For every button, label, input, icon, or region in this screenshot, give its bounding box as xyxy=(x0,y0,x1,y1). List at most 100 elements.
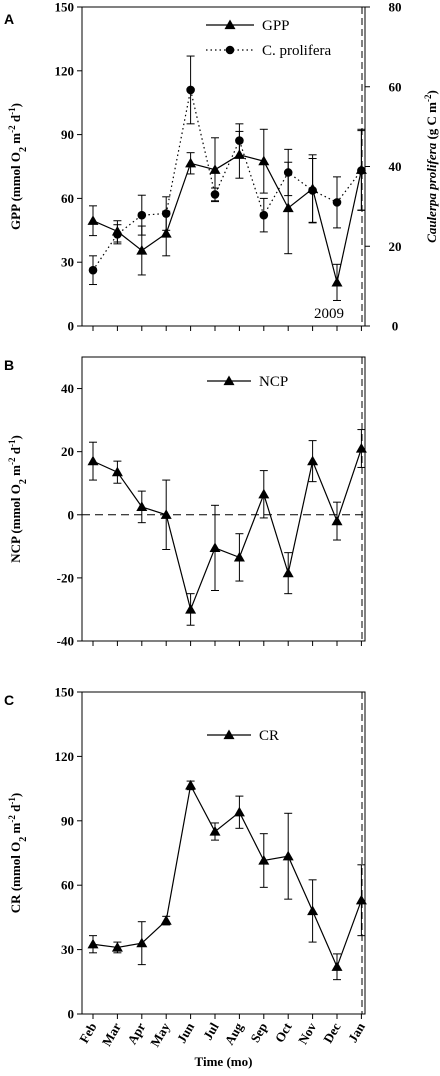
ylabel-unit: d xyxy=(8,114,23,125)
y-tick-label: 120 xyxy=(55,63,75,78)
y2-tick-label: 40 xyxy=(389,159,402,174)
data-point xyxy=(137,210,147,220)
ylabel-superscript: -2 xyxy=(7,125,17,133)
series-line xyxy=(92,448,362,612)
data-point xyxy=(282,202,294,213)
data-point xyxy=(113,229,122,239)
data-point xyxy=(136,501,148,512)
legend-marker xyxy=(223,729,235,740)
data-point xyxy=(87,938,99,949)
data-point xyxy=(332,198,342,207)
data-point xyxy=(355,443,367,453)
data-point xyxy=(209,826,221,836)
data-point xyxy=(233,551,245,562)
data-point xyxy=(88,265,98,275)
data-point xyxy=(87,455,99,466)
series-cr xyxy=(87,779,367,981)
ylabel-superscript: -2 xyxy=(7,457,17,465)
data-point xyxy=(185,779,197,790)
legend-label: CR xyxy=(259,728,279,744)
ylabel-unit: d xyxy=(8,446,23,457)
legend-label: C. prolifera xyxy=(262,43,331,59)
data-point xyxy=(258,155,270,166)
y-tick-label: -20 xyxy=(57,570,74,585)
x-axis xyxy=(92,641,362,646)
y2-tick-label: 20 xyxy=(389,239,402,254)
y-tick-label: 150 xyxy=(55,685,75,700)
data-point xyxy=(308,186,317,195)
ylabel-superscript: -1 xyxy=(7,797,17,805)
y2-label-superscript: -2 xyxy=(423,94,433,102)
y-tick-label: 90 xyxy=(61,813,74,828)
data-point xyxy=(160,915,172,925)
x-tick-label: Jul xyxy=(200,1020,222,1043)
legend-item: C. prolifera xyxy=(206,43,331,59)
y-axis-left: 0 30 60 90 120 150 xyxy=(55,685,82,1022)
y-axis-right: 0 20 40 60 80 Caulerpa prolifera (g C m-2) xyxy=(365,0,439,334)
ylabel-base: GPP (mmol O xyxy=(8,152,23,230)
y-tick-label: 90 xyxy=(61,127,74,142)
data-point xyxy=(307,905,319,916)
data-point xyxy=(111,466,123,477)
y-tick-label: 0 xyxy=(68,319,75,334)
x-tick-label: Feb xyxy=(76,1020,99,1046)
ylabel-base: CR (mmol O xyxy=(8,842,23,914)
y-tick-label: 0 xyxy=(68,507,75,522)
y-tick-label: 30 xyxy=(61,255,74,270)
data-point xyxy=(136,937,148,948)
ylabel-unit: m xyxy=(8,133,23,147)
data-point xyxy=(307,455,319,466)
y2-tick-label: 80 xyxy=(389,0,402,15)
data-point xyxy=(331,276,343,287)
y-tick-label: -40 xyxy=(57,634,74,649)
y2-label-end: ) xyxy=(424,90,439,94)
data-point xyxy=(160,509,172,519)
panel-letter: C xyxy=(4,692,14,708)
series-gpp xyxy=(87,128,367,301)
y-tick-label: 0 xyxy=(68,1007,75,1022)
y-tick-label: 40 xyxy=(61,381,74,396)
ylabel-end: ) xyxy=(8,435,23,439)
data-point xyxy=(283,168,293,177)
data-point xyxy=(186,85,195,95)
data-point xyxy=(161,209,171,218)
y-axis-left: -40 -20 0 20 40 xyxy=(57,381,82,649)
legend-label: GPP xyxy=(262,18,290,34)
x-tick-label: Dec xyxy=(320,1020,344,1046)
panel-letter: B xyxy=(4,357,14,373)
y-tick-label: 30 xyxy=(61,942,74,957)
x-tick-label: Jan xyxy=(345,1019,368,1045)
data-point xyxy=(136,245,148,255)
data-point xyxy=(87,215,99,225)
ylabel-superscript: -1 xyxy=(7,107,17,115)
legend-marker xyxy=(225,45,235,55)
y2-tick-label: 60 xyxy=(389,79,402,94)
legend: NCP xyxy=(207,374,288,390)
data-point xyxy=(111,941,123,952)
legend-marker xyxy=(224,19,236,30)
data-point xyxy=(160,227,172,238)
x-tick-label: Jun xyxy=(174,1019,198,1045)
x-tick-label: May xyxy=(147,1020,173,1050)
y-tick-label: 60 xyxy=(61,878,74,893)
ylabel-unit: m xyxy=(8,465,23,479)
ylabel-subscript: 2 xyxy=(18,837,29,842)
x-tick-label: Apr xyxy=(124,1020,148,1047)
data-point xyxy=(259,210,269,220)
y-axis-label: NCP (mmol O2 m-2 d-1) xyxy=(7,435,29,563)
ylabel-end: ) xyxy=(8,793,23,797)
data-point xyxy=(185,603,197,614)
x-tick-label: Nov xyxy=(295,1020,319,1047)
legend-item: NCP xyxy=(207,374,288,390)
legend: GPP C. prolifera xyxy=(206,18,331,59)
data-point xyxy=(355,894,367,905)
y-tick-label: 20 xyxy=(61,444,74,459)
ylabel-base: NCP (mmol O xyxy=(8,484,23,563)
series-line xyxy=(92,783,362,969)
x-axis-label: Time (mo) xyxy=(195,1054,253,1069)
data-point xyxy=(258,488,270,499)
plot-frame xyxy=(81,691,366,1015)
